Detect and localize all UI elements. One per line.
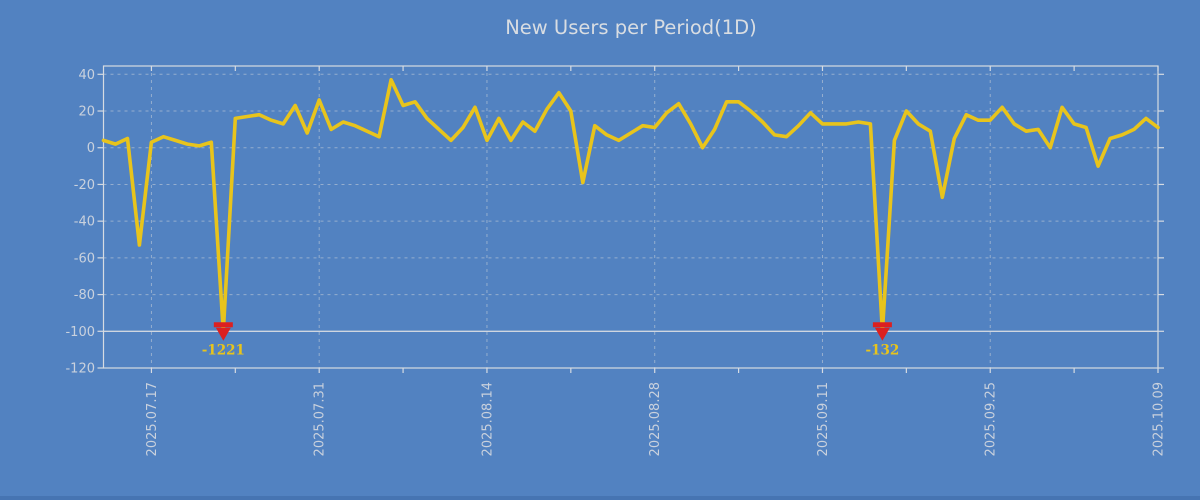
- min-marker-icon: [213, 322, 233, 341]
- plot-area[interactable]: [102, 65, 1159, 369]
- x-tick-label: 2025.07.31: [313, 382, 328, 456]
- y-tick-label: -60: [74, 251, 95, 266]
- y-tick-label: 0: [87, 141, 95, 156]
- x-tick-label: 2025.07.17: [145, 382, 160, 456]
- annotation-label: -132: [865, 342, 899, 358]
- min-value-markers: [213, 322, 892, 341]
- horizontal-gridlines: [103, 73, 1158, 332]
- y-tick-label: 20: [78, 105, 95, 120]
- annotation-label: -1221: [202, 342, 245, 358]
- series-group: [101, 78, 1160, 334]
- x-tick-label: 2025.09.11: [816, 382, 831, 456]
- y-tick-label: -20: [74, 178, 95, 193]
- y-tick-label: 40: [78, 68, 95, 83]
- min-marker-icon: [872, 322, 892, 341]
- x-tick-label: 2025.10.09: [1152, 382, 1167, 456]
- axis-ticks: [97, 66, 1164, 373]
- x-tick-label: 2025.09.25: [984, 382, 999, 456]
- y-tick-label: -40: [74, 215, 95, 230]
- y-tick-label: -120: [65, 362, 95, 377]
- y-tick-label: -80: [74, 288, 95, 303]
- annotation-labels: -1221 -132: [202, 342, 900, 358]
- window-bottom-edge: [0, 496, 1200, 500]
- y-axis-labels: 40 20 0 -20 -40 -60 -80 -100 -120: [65, 68, 95, 377]
- chart-title: New Users per Period(1D): [505, 16, 757, 39]
- x-tick-label: 2025.08.28: [648, 382, 663, 456]
- x-axis-labels: 2025.07.17 2025.07.31 2025.08.14 2025.08.28…: [145, 382, 1167, 456]
- x-tick-label: 2025.08.14: [480, 382, 495, 456]
- y-tick-label: -100: [65, 325, 95, 340]
- new-users-line: [101, 78, 1160, 334]
